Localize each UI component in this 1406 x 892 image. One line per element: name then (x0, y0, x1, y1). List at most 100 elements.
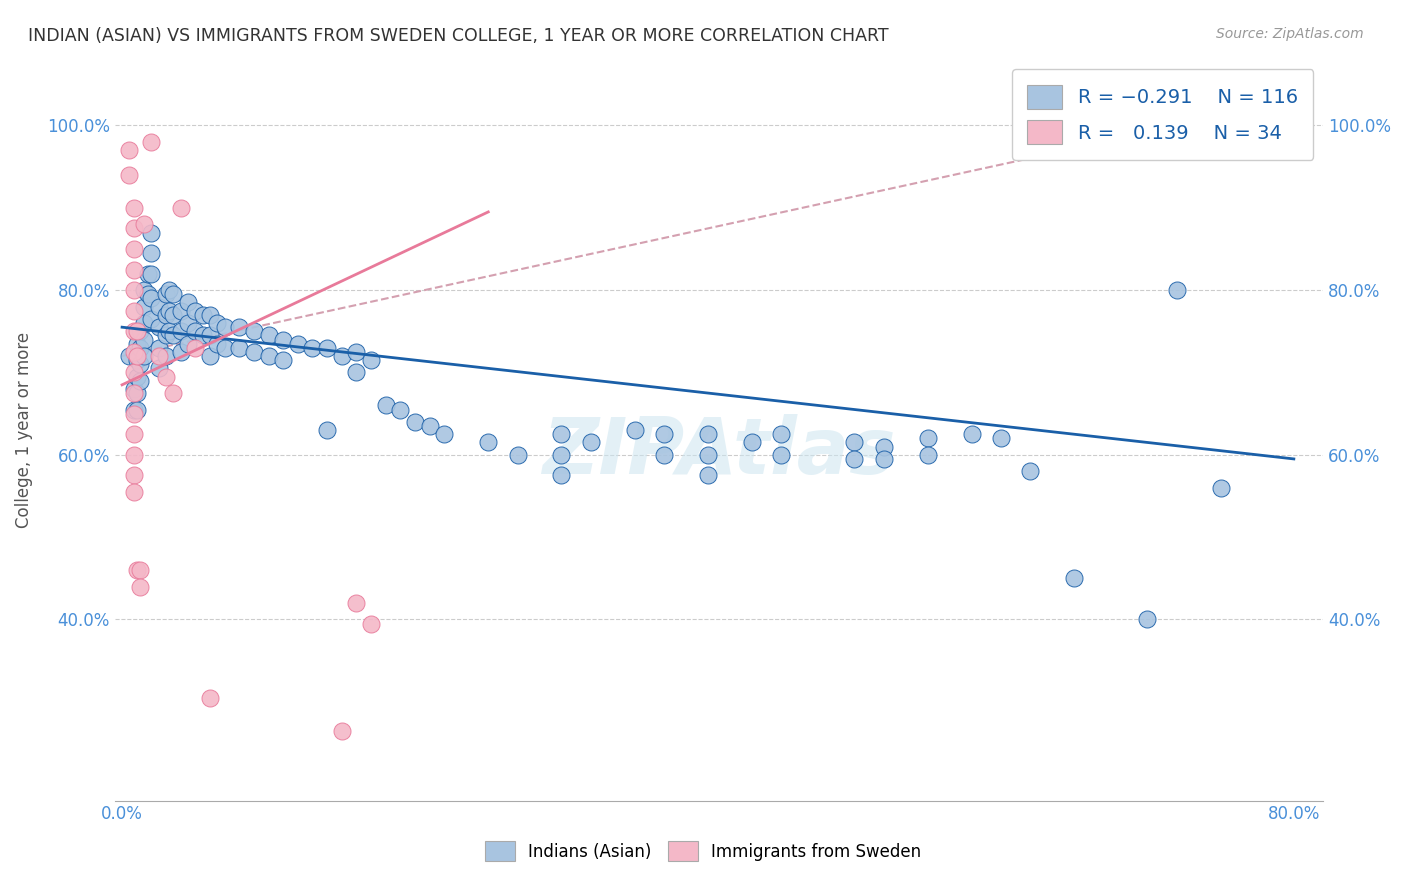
Point (287, 336, 309, 351)
Point (132, 217, 155, 231)
Point (122, 344, 145, 359)
Point (550, 468, 572, 483)
Point (360, 616, 382, 631)
Point (148, 361, 170, 376)
Point (198, 349, 221, 363)
Point (122, 221, 145, 235)
Point (155, 308, 177, 322)
Point (301, 341, 323, 355)
Point (741, 435, 763, 450)
Point (477, 435, 499, 450)
Point (770, 427, 793, 442)
Point (184, 341, 207, 355)
Point (148, 300, 170, 314)
Point (125, 386, 148, 401)
Point (330, 349, 353, 363)
Point (433, 427, 456, 442)
Point (157, 324, 180, 338)
Point (122, 484, 145, 499)
Point (228, 341, 250, 355)
Point (122, 407, 145, 421)
Point (184, 303, 207, 318)
Point (169, 324, 191, 338)
Point (990, 431, 1012, 445)
Legend: R = −0.291    N = 116, R =   0.139    N = 34: R = −0.291 N = 116, R = 0.139 N = 34 (1012, 70, 1313, 160)
Point (169, 303, 191, 318)
Point (346, 344, 368, 359)
Point (697, 427, 720, 442)
Point (122, 382, 145, 396)
Point (652, 448, 675, 462)
Point (191, 328, 214, 343)
Legend: Indians (Asian), Immigrants from Sweden: Indians (Asian), Immigrants from Sweden (471, 828, 935, 875)
Point (271, 333, 294, 347)
Point (1209, 481, 1232, 495)
Point (389, 402, 412, 417)
Point (128, 357, 150, 371)
Point (118, 143, 141, 157)
Point (506, 448, 529, 462)
Point (177, 336, 200, 351)
Point (148, 349, 170, 363)
Point (228, 320, 250, 334)
Point (128, 374, 150, 388)
Point (177, 316, 200, 330)
Point (122, 448, 145, 462)
Point (184, 324, 207, 338)
Point (141, 246, 163, 260)
Point (122, 468, 145, 483)
Point (122, 402, 145, 417)
Point (770, 448, 793, 462)
Point (257, 349, 280, 363)
Point (125, 369, 148, 384)
Point (132, 283, 155, 297)
Point (214, 341, 236, 355)
Point (157, 303, 180, 318)
Point (122, 366, 145, 380)
Point (917, 431, 939, 445)
Point (198, 690, 221, 705)
Point (873, 451, 896, 466)
Point (128, 341, 150, 355)
Point (155, 328, 177, 343)
Point (162, 386, 184, 401)
Point (191, 308, 214, 322)
Point (138, 267, 160, 281)
Point (243, 324, 266, 338)
Point (844, 435, 866, 450)
Point (141, 226, 163, 240)
Point (697, 448, 720, 462)
Point (198, 328, 221, 343)
Point (207, 316, 229, 330)
Point (360, 353, 382, 368)
Point (162, 308, 184, 322)
Point (162, 328, 184, 343)
Point (118, 168, 141, 182)
Y-axis label: College, 1 year or more: College, 1 year or more (15, 332, 32, 528)
Point (122, 201, 145, 215)
Point (128, 563, 150, 577)
Text: ZIPAtlas: ZIPAtlas (543, 415, 896, 491)
Point (873, 440, 896, 454)
Point (122, 303, 145, 318)
Point (346, 366, 368, 380)
Point (1019, 464, 1042, 478)
Point (419, 419, 441, 434)
Point (404, 415, 426, 429)
Point (374, 398, 396, 412)
Point (844, 451, 866, 466)
Point (132, 349, 155, 363)
Text: Source: ZipAtlas.com: Source: ZipAtlas.com (1216, 27, 1364, 41)
Point (316, 341, 339, 355)
Point (138, 287, 160, 301)
Point (122, 262, 145, 277)
Point (132, 316, 155, 330)
Point (579, 435, 602, 450)
Point (148, 341, 170, 355)
Point (550, 448, 572, 462)
Point (169, 201, 191, 215)
Point (141, 267, 163, 281)
Point (132, 333, 155, 347)
Point (122, 324, 145, 338)
Point (330, 723, 353, 738)
